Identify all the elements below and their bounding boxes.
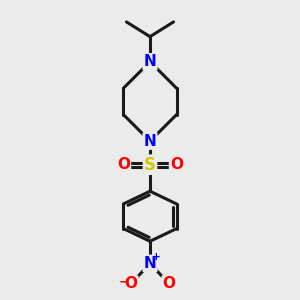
Text: −: − — [119, 276, 130, 289]
Text: O: O — [117, 157, 130, 172]
Text: O: O — [170, 157, 183, 172]
Text: S: S — [144, 156, 156, 174]
Text: O: O — [124, 277, 137, 292]
Text: N: N — [144, 256, 156, 271]
Text: N: N — [144, 54, 156, 69]
Text: +: + — [152, 252, 160, 262]
Text: O: O — [163, 277, 176, 292]
Text: N: N — [144, 134, 156, 149]
